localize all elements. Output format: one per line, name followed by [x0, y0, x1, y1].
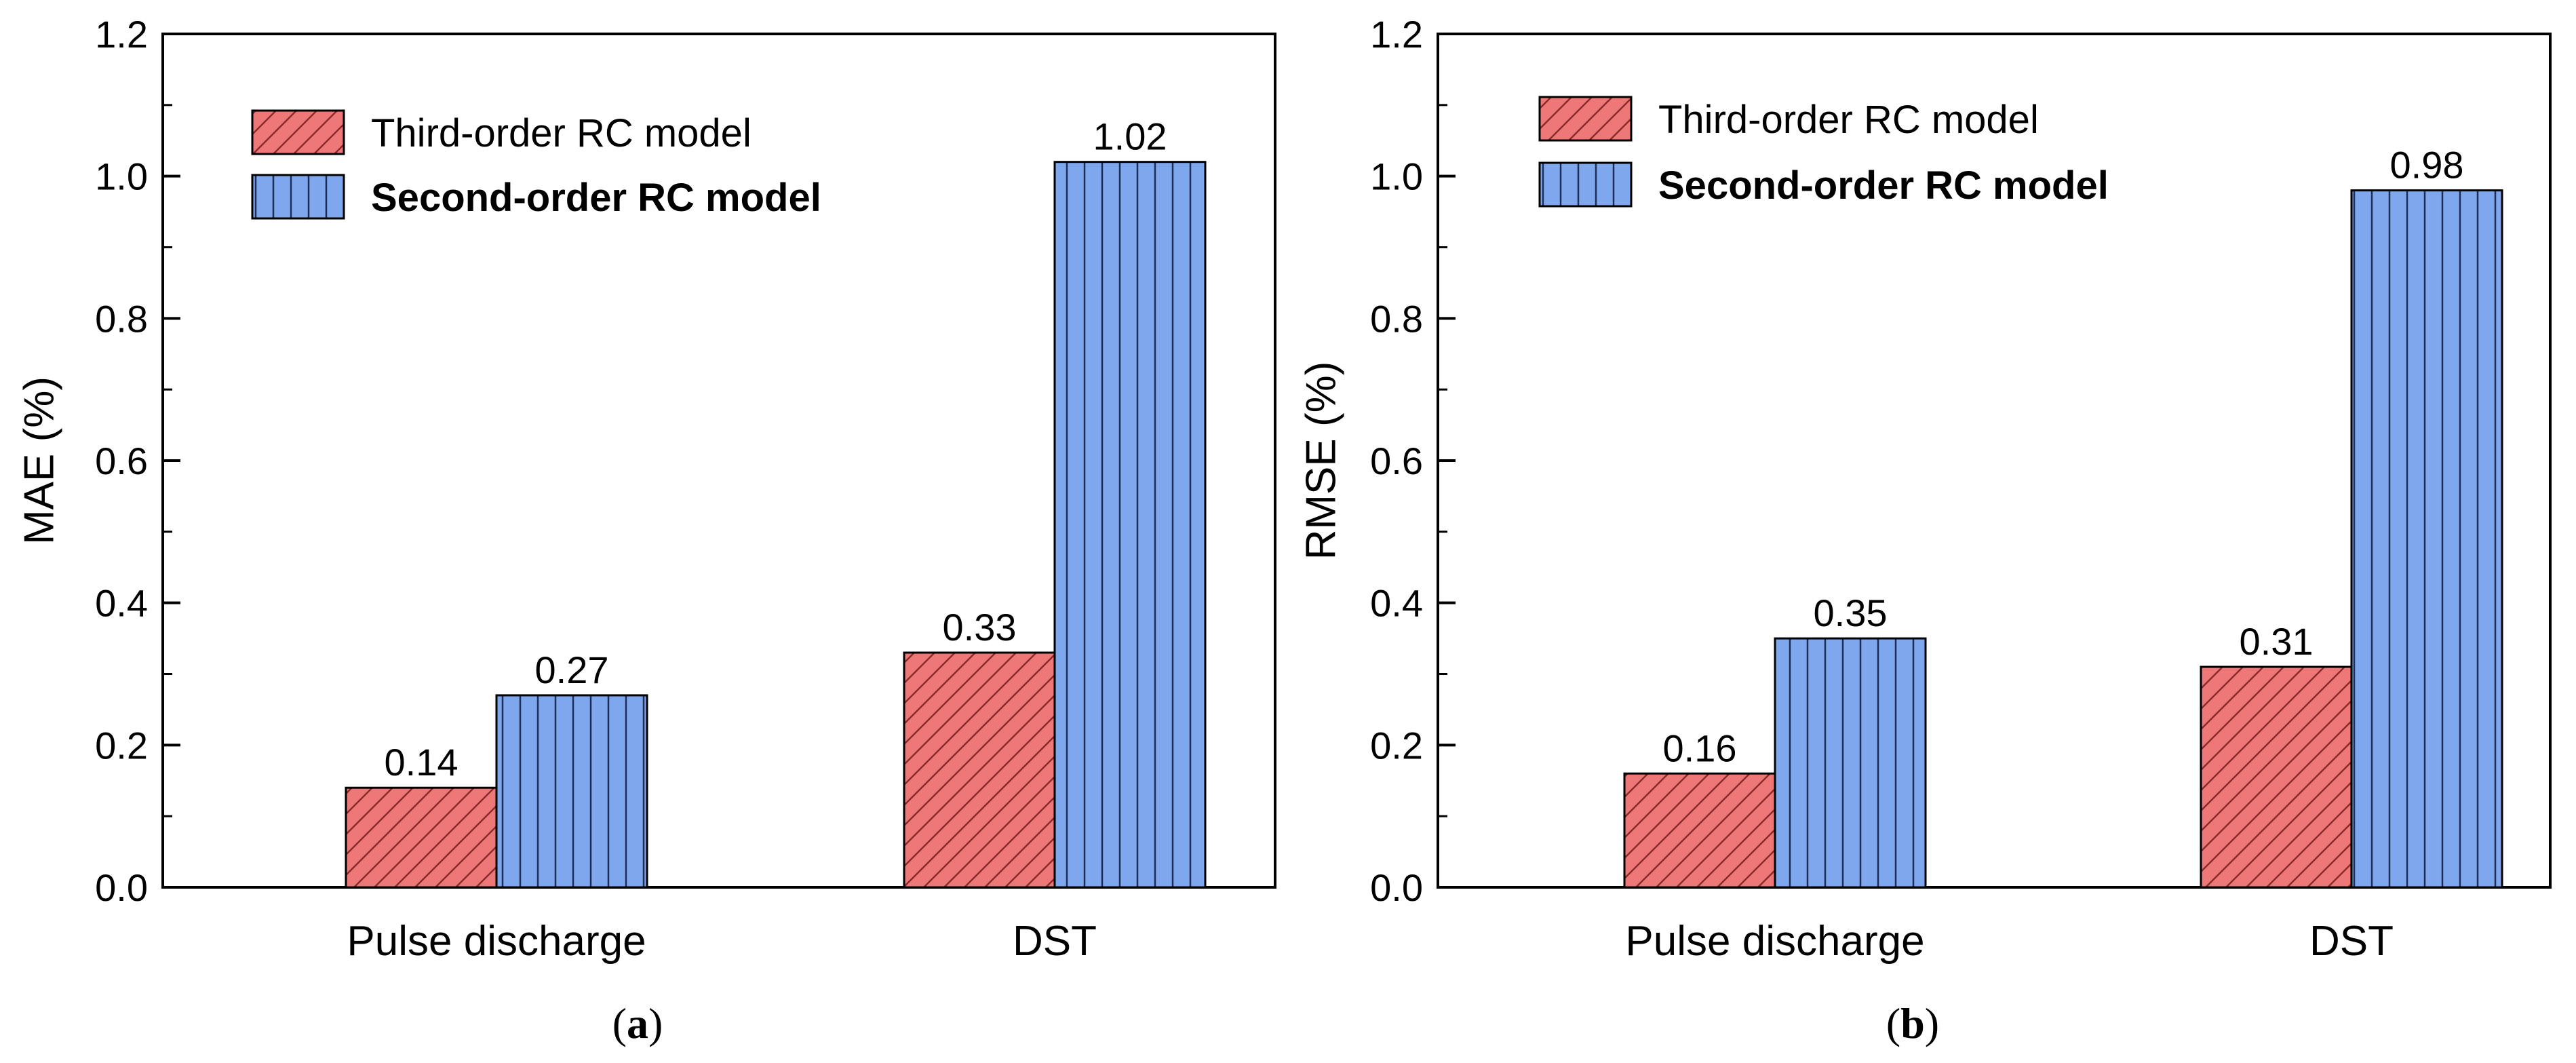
legend-swatch	[1538, 96, 1633, 142]
legend-label: Second-order RC model	[371, 176, 821, 220]
category-label: DST	[2309, 918, 2394, 965]
data-label: 0.35	[1814, 592, 1888, 634]
legend-label: Third-order RC model	[1658, 98, 2039, 142]
data-label: 1.02	[1093, 115, 1167, 158]
y-axis-title-b: RMSE (%)	[1298, 362, 1345, 560]
legend-label: Third-order RC model	[371, 111, 752, 155]
y-tick-label: 1.0	[1370, 155, 1423, 198]
y-tick-label: 1.2	[95, 13, 148, 56]
bar-third-order-pulse	[1623, 772, 1776, 889]
data-label: 0.27	[535, 649, 609, 691]
y-tick-label: 0.0	[1370, 866, 1423, 909]
legend-swatch	[251, 109, 345, 155]
y-tick-label: 0.2	[1370, 724, 1423, 767]
bar-third-order-dst	[2200, 665, 2353, 889]
data-label: 0.31	[2240, 620, 2314, 663]
y-tick-label: 1.0	[95, 155, 148, 198]
legend-swatch	[1538, 161, 1633, 208]
data-labels-b: 0.16 0.35 0.31 0.98	[1663, 144, 2464, 770]
legend-b: Third-order RC model Second-order RC mode…	[1538, 96, 2109, 208]
data-label: 0.98	[2390, 144, 2464, 187]
y-tick-label: 1.2	[1370, 13, 1423, 56]
data-label: 0.16	[1663, 727, 1737, 769]
y-tick-label: 0.4	[1370, 582, 1423, 625]
data-label: 0.14	[385, 741, 458, 784]
y-tick-label: 0.0	[95, 866, 148, 909]
caption-letter-b: b	[1900, 999, 1925, 1047]
y-tick-label: 0.6	[1370, 440, 1423, 482]
y-tick-label: 0.2	[95, 724, 148, 767]
category-labels-b: Pulse discharge DST	[1625, 918, 2394, 965]
category-labels-a: Pulse discharge DST	[347, 918, 1097, 965]
caption-b: (b)	[1886, 999, 1939, 1047]
bar-second-order-pulse	[1774, 637, 1927, 889]
legend-swatch	[251, 174, 345, 220]
caption-letter-a: a	[627, 999, 648, 1047]
bar-second-order-dst	[2350, 189, 2503, 889]
legend-label: Second-order RC model	[1658, 163, 2109, 208]
bars-b	[1623, 189, 2503, 889]
y-tick-label: 0.8	[95, 297, 148, 340]
y-axis-title-a: MAE (%)	[16, 376, 63, 545]
data-label: 0.33	[943, 606, 1017, 649]
chart-panel-b: 0.0 0.2 0.4 0.6 0.8 1.0 1.2 0.16 0.35 0.31 0.98 P…	[1298, 13, 2552, 1047]
chart-panel-a: 0.0 0.2 0.4 0.6 0.8 1.0 1.2 0.14 0.27 0.33 1.02 P…	[16, 13, 1276, 1047]
bar-second-order-pulse	[495, 694, 648, 889]
y-ticks-a: 0.0 0.2 0.4 0.6 0.8 1.0 1.2	[95, 13, 180, 909]
y-tick-label: 0.4	[95, 582, 148, 625]
bar-second-order-dst	[1053, 161, 1207, 889]
y-tick-label: 0.8	[1370, 297, 1423, 340]
category-label: Pulse discharge	[347, 918, 646, 965]
y-ticks-b: 0.0 0.2 0.4 0.6 0.8 1.0 1.2	[1370, 13, 1456, 909]
bar-third-order-pulse	[345, 786, 498, 889]
category-label: Pulse discharge	[1625, 918, 1924, 965]
caption-a: (a)	[612, 999, 663, 1047]
bar-third-order-dst	[903, 651, 1056, 889]
bars-a	[345, 161, 1207, 889]
y-tick-label: 0.6	[95, 440, 148, 482]
legend-a: Third-order RC model Second-order RC mode…	[251, 109, 821, 220]
category-label: DST	[1013, 918, 1097, 965]
data-labels-a: 0.14 0.27 0.33 1.02	[385, 115, 1167, 784]
